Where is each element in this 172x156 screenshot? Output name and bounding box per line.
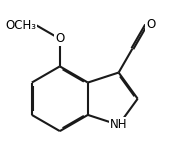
Text: O: O bbox=[55, 32, 64, 45]
Text: O: O bbox=[146, 18, 155, 31]
Text: OCH₃: OCH₃ bbox=[5, 19, 36, 32]
Text: NH: NH bbox=[110, 118, 127, 131]
